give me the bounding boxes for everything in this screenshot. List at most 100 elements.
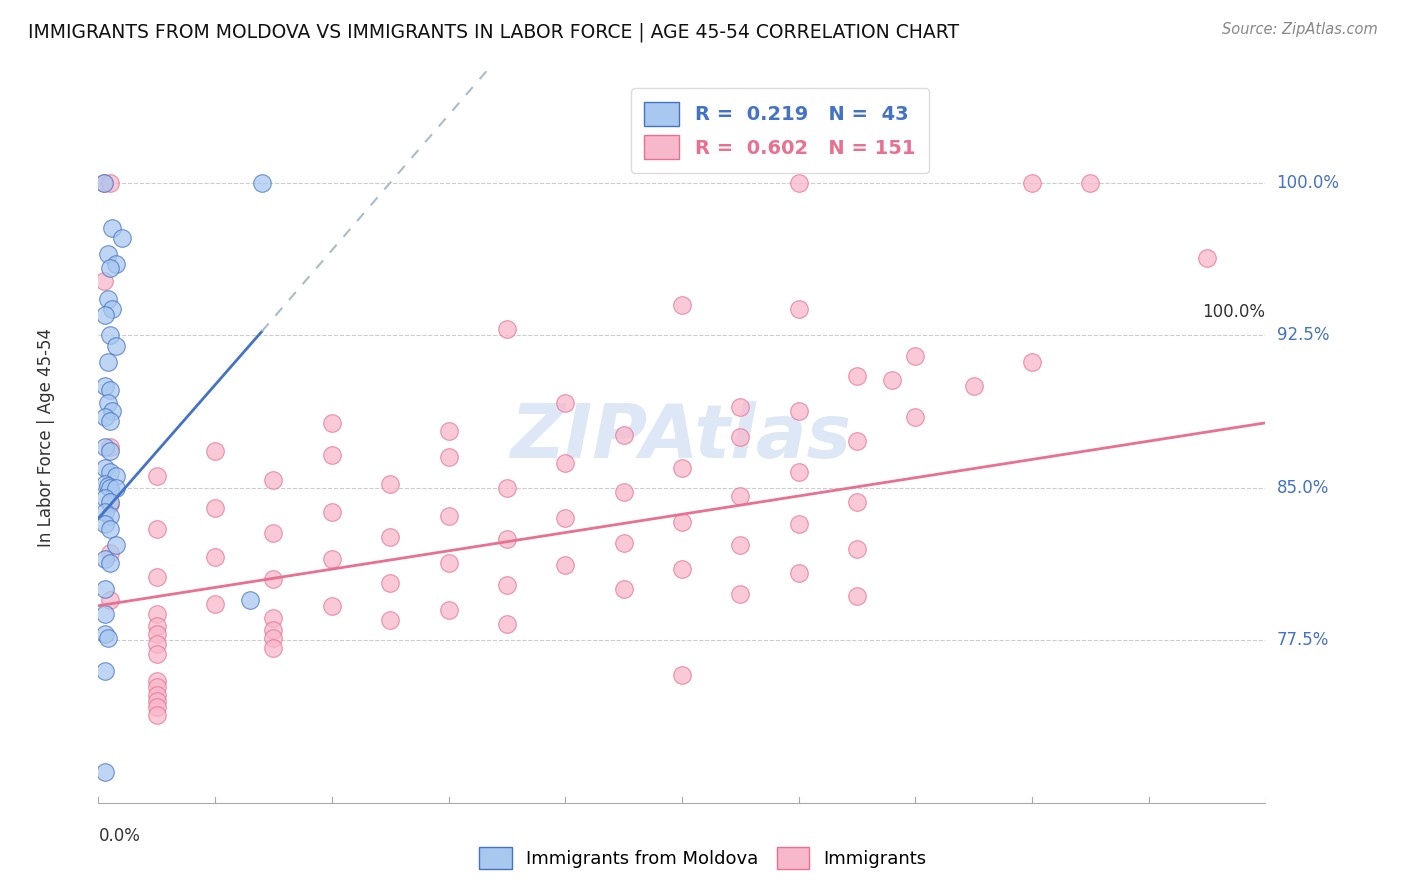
Text: In Labor Force | Age 45-54: In Labor Force | Age 45-54 (37, 327, 55, 547)
Point (98, 261, 121, 276)
Point (496, 617, 519, 632)
Point (1021, 176, 1043, 190)
Legend: R =  0.219   N =  43, R =  0.602   N = 151: R = 0.219 N = 43, R = 0.602 N = 151 (631, 88, 929, 173)
Point (496, 481, 519, 495)
Point (671, 516, 693, 530)
Point (380, 476, 402, 491)
Point (787, 517, 810, 532)
Point (437, 450, 460, 465)
Point (437, 556, 460, 570)
Point (146, 570, 169, 584)
Point (101, 220, 124, 235)
Point (94, 491, 117, 505)
Point (97, 631, 120, 645)
Point (98, 521, 121, 535)
Point (146, 680, 169, 694)
Point (730, 489, 752, 503)
Point (97, 355, 120, 369)
Point (613, 485, 636, 500)
Point (846, 434, 869, 449)
Text: 85.0%: 85.0% (1277, 479, 1329, 497)
Point (111, 231, 134, 245)
Point (98, 328, 121, 343)
Point (98, 556, 121, 570)
Point (730, 538, 752, 552)
Point (904, 349, 927, 363)
Point (613, 582, 636, 597)
Point (262, 631, 284, 645)
Point (94, 664, 117, 678)
Point (97, 395, 120, 409)
Point (787, 403, 810, 417)
Point (104, 257, 127, 271)
Point (554, 558, 576, 573)
Point (846, 495, 869, 509)
Text: 77.5%: 77.5% (1277, 632, 1329, 649)
Point (730, 400, 752, 414)
Point (787, 176, 810, 190)
Point (204, 597, 226, 611)
Point (380, 530, 402, 544)
Point (437, 603, 460, 617)
Point (321, 448, 343, 462)
Point (321, 552, 343, 566)
Point (98, 481, 121, 495)
Point (104, 538, 127, 552)
Point (262, 641, 284, 656)
Point (250, 176, 273, 190)
Point (262, 572, 284, 586)
Text: ZIPAtlas: ZIPAtlas (512, 401, 852, 474)
Point (104, 468, 127, 483)
Point (437, 424, 460, 438)
Point (730, 586, 752, 600)
Point (146, 673, 169, 688)
Point (94, 627, 117, 641)
Point (98, 176, 121, 190)
Point (98, 444, 121, 458)
Text: 100.0%: 100.0% (1202, 303, 1265, 321)
Point (98, 546, 121, 560)
Point (98, 592, 121, 607)
Point (98, 414, 121, 428)
Point (437, 509, 460, 524)
Text: Source: ZipAtlas.com: Source: ZipAtlas.com (1222, 22, 1378, 37)
Point (94, 379, 117, 393)
Point (904, 409, 927, 424)
Point (97, 247, 120, 261)
Point (94, 308, 117, 322)
Point (94, 517, 117, 532)
Text: 100.0%: 100.0% (1277, 174, 1340, 192)
Point (321, 505, 343, 519)
Point (94, 765, 117, 780)
Point (146, 627, 169, 641)
Point (554, 511, 576, 525)
Point (496, 578, 519, 592)
Point (98, 509, 121, 524)
Point (846, 541, 869, 556)
Point (94, 460, 117, 475)
Point (671, 667, 693, 681)
Point (1080, 176, 1102, 190)
Text: 92.5%: 92.5% (1277, 326, 1329, 344)
Text: IMMIGRANTS FROM MOLDOVA VS IMMIGRANTS IN LABOR FORCE | AGE 45-54 CORRELATION CHA: IMMIGRANTS FROM MOLDOVA VS IMMIGRANTS IN… (28, 22, 959, 42)
Point (104, 481, 127, 495)
Point (94, 505, 117, 519)
Point (104, 338, 127, 352)
Point (846, 589, 869, 603)
Point (93, 176, 115, 190)
Point (321, 599, 343, 613)
Point (146, 688, 169, 702)
Point (787, 302, 810, 317)
Point (146, 708, 169, 723)
Point (98, 495, 121, 509)
Point (98, 440, 121, 454)
Point (94, 476, 117, 491)
Point (380, 613, 402, 627)
Point (1021, 355, 1043, 369)
Point (262, 473, 284, 487)
Point (613, 428, 636, 442)
Point (146, 648, 169, 662)
Point (554, 457, 576, 471)
Point (146, 619, 169, 633)
Point (262, 525, 284, 540)
